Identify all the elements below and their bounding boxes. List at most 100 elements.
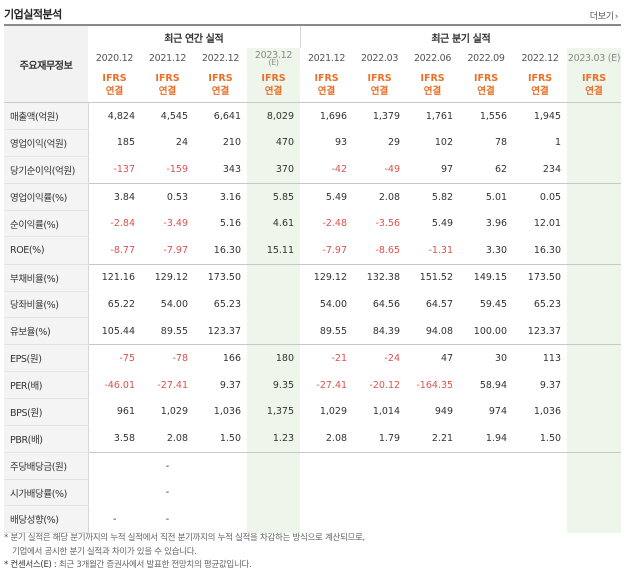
table-cell: 105.44 <box>101 325 135 337</box>
table-cell: 4,545 <box>141 101 194 130</box>
table-cell: 974 <box>488 406 508 418</box>
table-cell <box>247 317 301 345</box>
table-cell <box>513 506 567 533</box>
table-cell: -27.41 <box>157 379 188 391</box>
row-label: 시가배당률(%) <box>4 479 89 507</box>
consolidated-label: 연결 <box>585 86 603 97</box>
table-cell <box>513 451 568 480</box>
ifrs-consolidated-label: IFRS 연결 <box>567 68 622 103</box>
ifrs-consolidated-label: IFRS 연결 <box>459 68 513 103</box>
table-row: 영업이익(억원) 185 24 210 470 93 29 102 78 1 <box>4 129 622 157</box>
consolidated-label: 연결 <box>423 86 442 97</box>
period-label: 2023.12 <box>254 49 293 61</box>
footnote-line: 기업에서 공시한 분기 실적과 차이가 있을 수 있습니다. <box>12 546 197 557</box>
table-cell: 123.37 <box>527 325 562 337</box>
row-label: PBR(배) <box>4 425 89 453</box>
table-cell: 62 <box>494 163 508 175</box>
table-cell: -3.56 <box>375 218 401 230</box>
table-cell: 1,945 <box>513 101 568 130</box>
table-cell: -78 <box>141 344 194 372</box>
table-cell: 65.23 <box>533 298 562 310</box>
table-cell: 16.30 <box>213 244 241 256</box>
table-cell: 961 <box>116 406 135 418</box>
ifrs-consolidated-label: IFRS 연결 <box>141 68 194 103</box>
financial-summary-table: 주요재무정보 최근 연간 실적 최근 분기 실적 2020.12 2021.12… <box>4 24 622 533</box>
table-cell: 54.00 <box>160 298 188 310</box>
table-cell: 113 <box>513 344 568 372</box>
table-cell: 89.55 <box>160 325 188 337</box>
period-header: 2021.12 <box>148 52 187 64</box>
table-cell <box>247 291 301 318</box>
table-cell: 58.94 <box>479 379 508 391</box>
ifrs-label: IFRS <box>367 73 392 84</box>
table-cell: 3.58 <box>113 432 135 444</box>
table-cell: -2.48 <box>322 218 348 230</box>
table-cell: 2.08 <box>353 182 407 211</box>
row-label: 배당성향(%) <box>4 505 89 533</box>
table-cell: 1 <box>554 137 562 149</box>
table-cell <box>406 479 459 506</box>
table-cell: -75 <box>88 344 141 372</box>
ifrs-consolidated-label: IFRS 연결 <box>353 68 406 103</box>
table-cell <box>513 479 567 506</box>
table-cell: 29 <box>387 137 401 149</box>
ifrs-label: IFRS <box>208 73 233 84</box>
table-cell <box>567 291 622 318</box>
table-cell: 1,556 <box>459 101 514 130</box>
table-cell: 3.16 <box>194 182 247 211</box>
table-cell: -46.01 <box>104 379 135 391</box>
table-cell <box>567 344 622 372</box>
table-cell <box>247 451 301 480</box>
table-row: 유보율(%) 105.44 89.55 123.37 89.55 84.39 94.08 10… <box>4 317 622 346</box>
table-cell: 24 <box>175 137 188 149</box>
consolidated-label: 연결 <box>370 86 389 97</box>
table-cell: 121.16 <box>88 263 141 292</box>
table-cell: 64.56 <box>372 298 401 310</box>
more-link[interactable]: 더보기› <box>590 9 619 22</box>
section-title: 기업실적분석 <box>4 8 62 21</box>
table-cell: -21 <box>300 344 354 372</box>
table-cell <box>300 479 353 506</box>
footnotes: * 분기 실적은 해당 분기까지의 누적 실적에서 직전 분기까지의 누적 실적… <box>4 532 621 573</box>
table-cell: 1,029 <box>319 406 348 418</box>
table-cell <box>194 479 247 506</box>
table-cell: -42 <box>331 163 348 175</box>
table-cell: 93 <box>334 137 348 149</box>
table-cell: 9.35 <box>247 371 301 399</box>
row-label: 영업이익(억원) <box>4 129 89 157</box>
ifrs-consolidated-label: IFRS 연결 <box>88 68 141 103</box>
table-cell: 3.30 <box>485 244 508 256</box>
table-cell <box>567 101 622 130</box>
row-label: PER(배) <box>4 371 89 400</box>
period-header: 2022.12 <box>201 52 240 64</box>
table-cell <box>459 479 513 506</box>
table-cell: 9.37 <box>219 379 241 391</box>
table-cell <box>300 451 354 480</box>
table-cell: 1,036 <box>213 406 241 418</box>
period-header-estimate: 2023.12 (E) <box>247 48 301 68</box>
table-row: 당좌비율(%) 65.22 54.00 65.23 54.00 64.56 64.57 59.… <box>4 291 622 319</box>
table-cell: -1.31 <box>428 244 454 256</box>
table-cell: 132.38 <box>353 263 407 292</box>
table-cell: 1.94 <box>485 432 508 444</box>
table-cell: 6,641 <box>194 101 247 130</box>
table-cell <box>567 129 622 157</box>
table-cell: 12.01 <box>533 218 562 230</box>
ifrs-consolidated-label: IFRS 연결 <box>513 68 567 103</box>
table-cell: - <box>165 513 170 525</box>
table-cell <box>194 506 247 533</box>
table-cell: 1,696 <box>300 101 354 130</box>
consensus-text: 최근 3개월간 증권사에서 발표한 전망치의 평균값입니다. <box>58 560 252 570</box>
table-cell: -24 <box>353 344 407 372</box>
table-cell: 180 <box>247 344 301 372</box>
row-label: 부채비율(%) <box>4 263 89 292</box>
ifrs-consolidated-label: IFRS 연결 <box>406 68 459 103</box>
table-row: 매출액(억원) 4,824 4,545 6,641 8,029 1,696 1,379 1,7… <box>4 101 622 131</box>
table-cell: -2.84 <box>110 218 135 230</box>
table-cell <box>567 156 622 184</box>
period-header: 2022.09 <box>467 52 505 64</box>
table-cell: 1,036 <box>533 406 562 418</box>
table-cell: 949 <box>434 406 454 418</box>
table-cell: 4.61 <box>247 210 301 237</box>
group-quarter: 최근 분기 실적 <box>431 33 491 45</box>
